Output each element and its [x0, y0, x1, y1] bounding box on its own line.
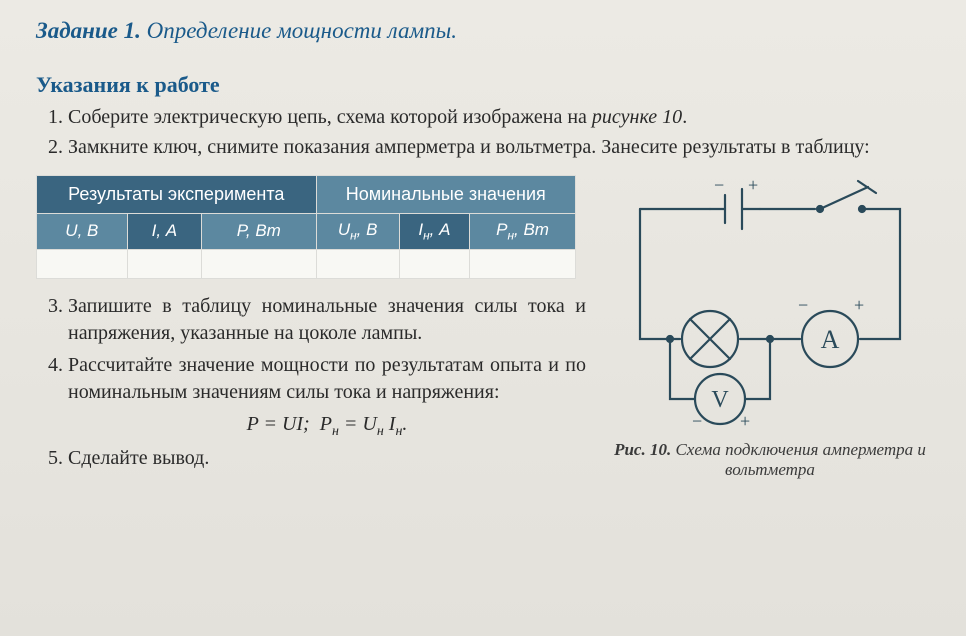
svg-text:+: + [854, 295, 864, 315]
svg-text:+: + [748, 175, 758, 195]
step-3: Запишите в таблицу номинальные значения … [68, 293, 586, 348]
svg-text:−: − [714, 175, 724, 195]
th-sub-2: P, Вт [202, 214, 316, 249]
figure-caption: Рис. 10. Схема подключения амперметра и … [610, 440, 930, 480]
table-cell [202, 249, 316, 278]
circuit-diagram: − + A − + [610, 169, 930, 429]
th-sub-3: Uн, В [316, 214, 399, 249]
task-label: Задание 1. [36, 18, 141, 43]
step-4: Рассчитайте значение мощности по результ… [68, 352, 586, 442]
results-table: Результаты эксперимента Номинальные знач… [36, 175, 576, 278]
th-sub-1: I, А [127, 214, 201, 249]
th-sub-0: U, В [37, 214, 128, 249]
section-title: Указания к работе [36, 72, 930, 98]
th-sub-4: Iн, А [399, 214, 469, 249]
svg-text:−: − [798, 295, 808, 315]
svg-text:V: V [711, 387, 729, 413]
svg-text:A: A [821, 325, 840, 354]
table-cell [316, 249, 399, 278]
table-cell [127, 249, 201, 278]
table-cell [399, 249, 469, 278]
task-title: Задание 1. Определение мощности лампы. [36, 18, 930, 44]
svg-text:+: + [740, 411, 750, 429]
step-5: Сделайте вывод. [68, 445, 586, 473]
svg-text:−: − [692, 411, 702, 429]
th-sub-5: Pн, Вт [470, 214, 576, 249]
steps-list-a: Соберите электрическую цепь, схема котор… [36, 104, 930, 161]
th-group-exp: Результаты эксперимента [37, 176, 317, 214]
task-title-text: Определение мощности лампы. [147, 18, 457, 43]
steps-list-b: Запишите в таблицу номинальные значения … [36, 293, 586, 473]
step-2: Замкните ключ, снимите показания амперме… [68, 134, 930, 162]
formula: P = UI; Pн = Uн Iн. [68, 411, 586, 441]
figure-caption-text: Схема подключения амперметра и вольтметр… [675, 440, 925, 479]
table-cell [470, 249, 576, 278]
th-group-nom: Номинальные значения [316, 176, 575, 214]
figure-label: Рис. 10. [614, 440, 671, 459]
table-cell [37, 249, 128, 278]
table-row [37, 249, 576, 278]
step-1: Соберите электрическую цепь, схема котор… [68, 104, 930, 132]
